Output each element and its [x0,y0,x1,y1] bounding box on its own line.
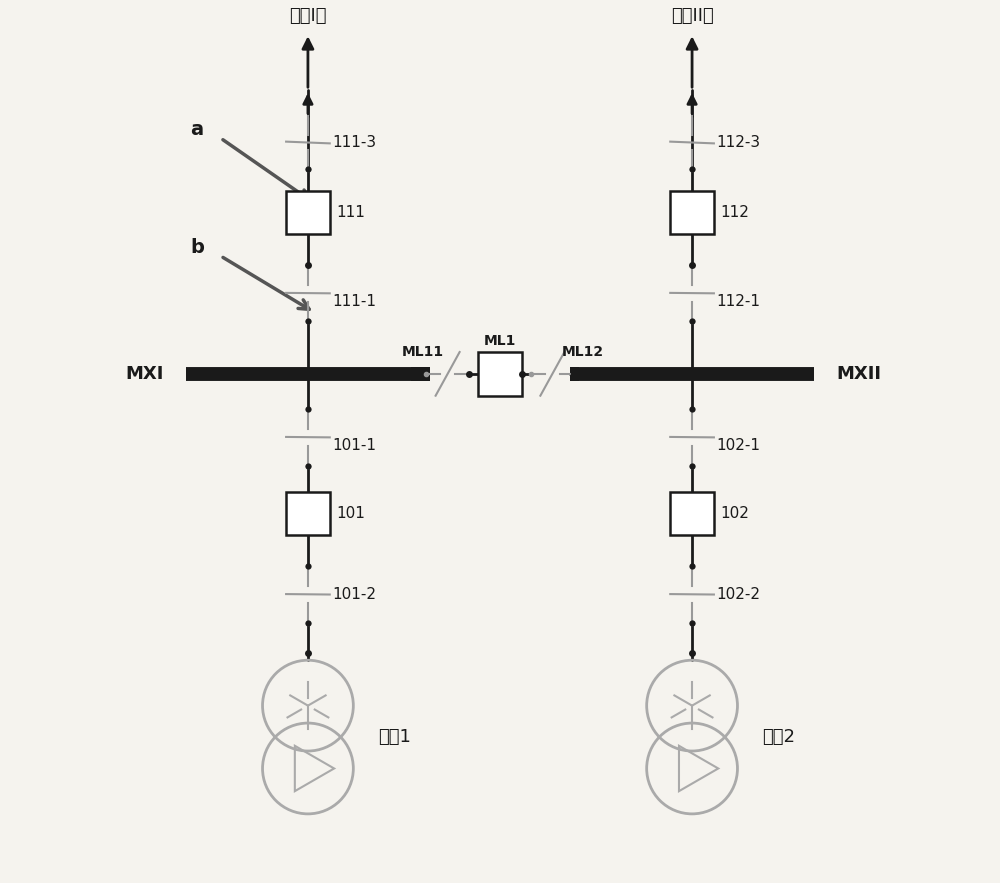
Text: 101-1: 101-1 [332,438,376,453]
Text: 111-3: 111-3 [332,135,377,150]
Text: ML1: ML1 [484,334,516,348]
Text: 102-1: 102-1 [717,438,761,453]
Text: ML12: ML12 [562,345,604,359]
Text: ML11: ML11 [402,345,444,359]
Text: MXII: MXII [836,365,881,383]
Text: 111: 111 [336,205,365,220]
Text: 112-3: 112-3 [717,135,761,150]
Text: MXI: MXI [126,365,164,383]
Text: 111-1: 111-1 [332,294,376,309]
Text: 112-1: 112-1 [717,294,761,309]
Text: b: b [190,238,204,257]
Text: 102: 102 [720,506,749,521]
Bar [670,191,714,234]
Bar [670,492,714,535]
Text: 电力II线: 电力II线 [671,7,713,25]
Text: 主厘1: 主厘1 [378,728,411,746]
Text: 101: 101 [336,506,365,521]
Text: 主厘2: 主厘2 [762,728,795,746]
Text: a: a [190,120,203,139]
Text: 112: 112 [720,205,749,220]
Bar [286,191,330,234]
Bar [286,492,330,535]
Bar [478,352,522,396]
Text: 102-2: 102-2 [717,587,761,602]
Text: 101-2: 101-2 [332,587,376,602]
Text: 电力I线: 电力I线 [289,7,327,25]
